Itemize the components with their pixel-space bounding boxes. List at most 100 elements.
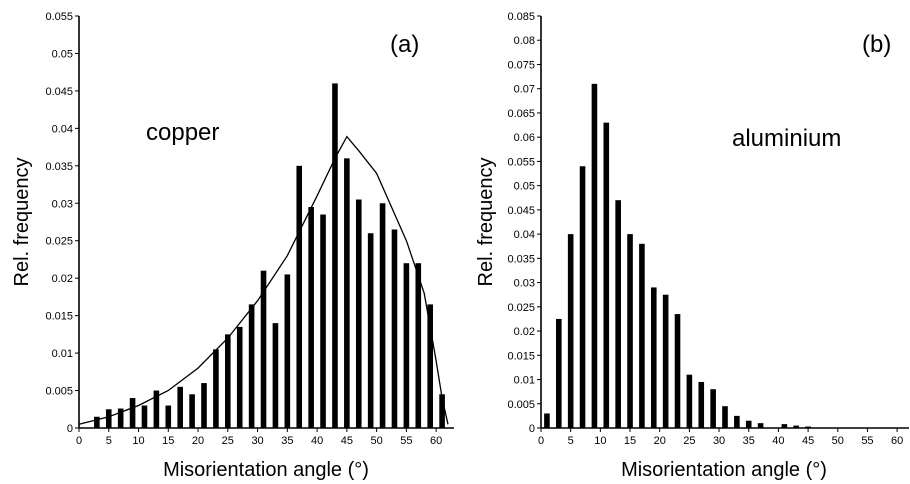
- chart-2-bar: [686, 374, 693, 428]
- chart-2-x-tick-label: 60: [891, 435, 903, 447]
- chart-1-x-tick-label: 45: [341, 435, 353, 447]
- chart-2-y-tick-label: 0.065: [507, 108, 535, 120]
- chart-1-bar: [367, 233, 374, 428]
- chart-2-bar: [698, 381, 705, 428]
- chart-1-bar: [165, 405, 172, 428]
- chart-1-bar: [236, 326, 243, 428]
- chart-1-panel-label: (a): [390, 31, 419, 58]
- chart-2-bar: [650, 287, 657, 428]
- chart-1-y-axis-label: Rel. frequency: [11, 158, 33, 287]
- chart-2-panel-label: (b): [862, 31, 891, 58]
- chart-1-y-tick-label: 0: [67, 423, 73, 435]
- chart-2-bar: [745, 420, 752, 428]
- chart-1-bar: [439, 394, 445, 428]
- chart-2-x-tick-label: 45: [802, 435, 814, 447]
- chart-1-bar: [260, 270, 267, 428]
- chart-1-bar: [94, 416, 100, 428]
- chart-2-x-tick-label: 15: [624, 435, 636, 447]
- chart-1-bar: [332, 83, 338, 428]
- chart-2-bar: [710, 389, 716, 428]
- chart-2-bar: [757, 423, 764, 428]
- chart-1-bar: [403, 263, 410, 428]
- chart-2-bar: [544, 413, 550, 428]
- chart-1-fit-curve: [78, 135, 449, 425]
- chart-2-x-tick-label: 10: [594, 435, 606, 447]
- chart-1-y-tick-label: 0.03: [52, 198, 73, 210]
- chart-2-y-tick-label: 0.015: [507, 350, 535, 362]
- chart-2-bar: [579, 166, 586, 428]
- chart-2-x-tick-label: 55: [861, 435, 873, 447]
- chart-2-y-tick-label: 0.085: [507, 11, 535, 23]
- chart-2-bar: [662, 294, 669, 428]
- chart-1-y-tick-label: 0.015: [45, 311, 73, 323]
- chart-1-x-tick-label: 50: [370, 435, 382, 447]
- chart-1-bar: [272, 323, 279, 428]
- chart-2-y-tick-label: 0.075: [507, 59, 535, 71]
- chart-2-y-tick-label: 0.045: [507, 205, 535, 217]
- chart-1-y-tick-label: 0.04: [52, 123, 73, 135]
- chart-1-x-tick-label: 60: [430, 435, 442, 447]
- chart-2-bar: [793, 425, 800, 428]
- chart-1-bar: [415, 263, 422, 428]
- chart-1-bar: [320, 214, 326, 428]
- chart-1-y-tick-label: 0.025: [45, 236, 73, 248]
- chart-1-x-tick-label: 0: [76, 435, 82, 447]
- chart-2-y-axis-label: Rel. frequency: [475, 158, 497, 287]
- chart-2-bar: [591, 83, 598, 428]
- chart-2-x-tick-label: 35: [743, 435, 755, 447]
- chart-2-y-tick-label: 0.03: [514, 278, 535, 290]
- chart-1-annotation: copper: [146, 119, 219, 146]
- chart-2-x-tick-label: 5: [568, 435, 574, 447]
- chart-1-bar: [379, 203, 386, 428]
- chart-2-y-tick-label: 0: [529, 423, 535, 435]
- chart-2-y-tick-label: 0.06: [514, 132, 535, 144]
- chart-2-bar: [674, 314, 681, 428]
- chart-1-x-tick-label: 55: [400, 435, 412, 447]
- chart-2-bar: [603, 122, 610, 429]
- chart-2-y-tick-label: 0.035: [507, 253, 535, 265]
- chart-1-bar: [129, 398, 136, 428]
- chart-1-x-tick-label: 40: [311, 435, 323, 447]
- chart-1-bar: [391, 229, 398, 428]
- chart-1-bar: [225, 334, 231, 428]
- chart-2-x-tick-label: 50: [832, 435, 844, 447]
- chart-2-x-tick-label: 0: [538, 435, 544, 447]
- chart-2-bar: [567, 234, 574, 428]
- chart-1-bar: [344, 158, 350, 428]
- chart-1-bar: [177, 386, 183, 428]
- chart-2-bar: [734, 415, 740, 428]
- chart-1-y-tick-label: 0.045: [45, 86, 73, 98]
- chart-2-annotation: aluminium: [732, 125, 841, 152]
- chart-1-y-tick-label: 0.055: [45, 11, 73, 23]
- chart-2-bar: [805, 426, 811, 428]
- chart-1-bar: [355, 199, 362, 428]
- chart-2-y-tick-label: 0.01: [514, 375, 535, 387]
- chart-2-y-tick-label: 0.08: [514, 35, 535, 47]
- chart-1-bar: [189, 394, 195, 428]
- chart-1-bar: [427, 304, 433, 428]
- chart-1-bar: [201, 383, 207, 428]
- chart-1-x-tick-label: 35: [281, 435, 293, 447]
- chart-1-y-tick-label: 0.035: [45, 161, 73, 173]
- chart-2-bar: [722, 406, 728, 428]
- chart-2-bar: [781, 424, 788, 428]
- chart-2-bar: [615, 200, 621, 428]
- chart-1-y-tick-label: 0.05: [52, 48, 73, 60]
- chart-1-bar: [308, 207, 314, 428]
- chart-2-y-tick-label: 0.07: [514, 84, 535, 96]
- chart-1-x-tick-label: 15: [162, 435, 174, 447]
- chart-2-x-axis-label: Misorientation angle (°): [621, 459, 827, 481]
- chart-2-y-tick-label: 0.055: [507, 156, 535, 168]
- chart-1-x-tick-label: 25: [222, 435, 234, 447]
- chart-1-x-tick-label: 30: [251, 435, 263, 447]
- chart-2-bar: [627, 234, 633, 428]
- chart-2-x-tick-label: 40: [772, 435, 784, 447]
- chart-2-x-tick-label: 25: [683, 435, 695, 447]
- chart-1-bar: [248, 304, 255, 428]
- chart-2-bar: [556, 318, 562, 428]
- chart-1-bar: [213, 349, 219, 428]
- chart-1-bar: [105, 409, 112, 428]
- chart-2-y-tick-label: 0.02: [514, 326, 535, 338]
- chart-1-x-tick-label: 5: [106, 435, 112, 447]
